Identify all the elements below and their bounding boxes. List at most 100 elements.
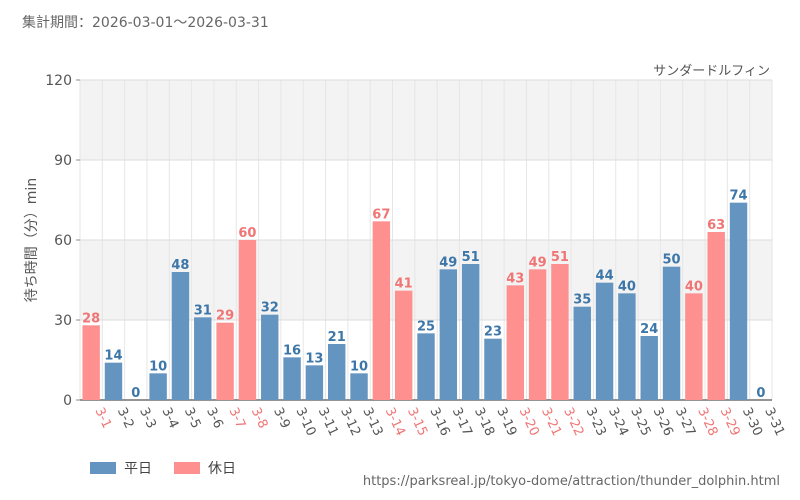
bar	[439, 269, 458, 400]
bar	[618, 293, 636, 400]
value-label: 50	[663, 253, 681, 268]
x-tick-label: 3-6	[203, 405, 226, 431]
x-tick-label: 3-4	[159, 405, 182, 431]
bar	[104, 362, 123, 400]
bar	[729, 202, 748, 400]
x-tick-label: 3-3	[136, 405, 159, 431]
legend-item-weekday: 平日	[90, 458, 152, 478]
bar	[461, 264, 480, 400]
bar	[238, 240, 257, 400]
x-tick-label: 3-20	[516, 405, 542, 438]
bar	[595, 282, 614, 400]
value-label: 25	[417, 319, 435, 334]
x-tick-label: 3-8	[248, 405, 271, 431]
value-label: 63	[707, 218, 725, 233]
bar	[484, 338, 502, 400]
y-tick-label: 0	[63, 393, 72, 409]
x-tick-label: 3-21	[538, 405, 564, 438]
value-label: 40	[685, 279, 703, 294]
legend-label-weekday: 平日	[124, 461, 152, 477]
value-label: 14	[104, 349, 122, 364]
x-tick-label: 3-14	[382, 405, 408, 438]
value-label: 0	[756, 386, 765, 401]
bar	[82, 325, 100, 400]
bar	[283, 357, 301, 400]
value-label: 29	[216, 309, 234, 324]
value-label: 51	[551, 250, 569, 265]
bar	[328, 344, 346, 400]
x-tick-label: 3-26	[650, 405, 676, 438]
x-tick-label: 3-12	[337, 405, 363, 438]
bar	[216, 322, 234, 400]
value-label: 31	[194, 303, 212, 318]
value-label: 16	[283, 343, 301, 358]
x-tick-label: 3-13	[359, 405, 385, 438]
x-tick-label: 3-19	[493, 405, 519, 438]
y-axis-label: 待ち時間（分）min	[24, 178, 40, 302]
x-tick-label: 3-2	[114, 405, 137, 431]
bar	[551, 264, 569, 400]
x-tick-label: 3-16	[426, 405, 452, 438]
value-label: 49	[439, 255, 457, 270]
bar	[707, 232, 725, 400]
x-tick-label: 3-24	[605, 405, 631, 438]
value-label: 41	[395, 277, 413, 292]
period-label: 集計期間：2026-03-01～2026-03-31	[22, 15, 269, 31]
bar	[685, 293, 703, 400]
value-label: 10	[149, 359, 167, 374]
bar	[261, 314, 279, 400]
bar	[640, 336, 658, 400]
value-label: 23	[484, 325, 502, 340]
y-tick-label: 30	[54, 313, 72, 329]
attraction-name: サンダードルフィン	[653, 64, 770, 79]
value-label: 24	[640, 322, 658, 337]
legend-label-holiday: 休日	[208, 461, 236, 477]
value-label: 32	[261, 301, 279, 316]
value-label: 28	[82, 311, 100, 326]
value-label: 35	[573, 293, 591, 308]
x-tick-label: 3-22	[560, 405, 586, 438]
x-tick-label: 3-11	[315, 405, 341, 438]
value-label: 21	[328, 330, 346, 345]
source-url: https://parksreal.jp/tokyo-dome/attracti…	[362, 474, 780, 489]
bar	[372, 221, 391, 400]
value-label: 44	[596, 269, 614, 284]
value-label: 13	[305, 351, 323, 366]
value-label: 67	[372, 207, 390, 222]
value-label: 48	[171, 258, 189, 273]
y-axis-ticks: 0 30 60 90 120	[45, 73, 80, 409]
x-tick-label: 3-30	[739, 405, 765, 438]
bar	[171, 272, 190, 400]
bar	[573, 306, 591, 400]
x-tick-label: 3-17	[449, 405, 475, 438]
plot-band	[80, 240, 772, 320]
legend-swatch-holiday	[174, 462, 200, 474]
x-tick-label: 3-28	[694, 405, 720, 438]
value-label: 60	[238, 226, 256, 241]
x-tick-label: 3-1	[92, 405, 115, 431]
value-label: 51	[462, 250, 480, 265]
value-label: 43	[506, 271, 524, 286]
bar	[506, 285, 524, 400]
value-label: 0	[131, 386, 140, 401]
y-tick-label: 60	[54, 233, 72, 249]
bar	[305, 365, 324, 400]
value-label: 74	[729, 189, 747, 204]
bar	[149, 373, 167, 400]
x-tick-label: 3-18	[471, 405, 497, 438]
x-tick-label: 3-9	[270, 405, 293, 431]
grid-lines	[79, 79, 773, 401]
x-tick-label: 3-10	[292, 405, 318, 438]
y-tick-label: 120	[45, 73, 72, 89]
value-label: 10	[350, 359, 368, 374]
x-tick-label: 3-25	[627, 405, 653, 438]
x-tick-label: 3-7	[225, 405, 248, 431]
legend: 平日 休日	[90, 458, 258, 478]
y-tick-label: 90	[54, 153, 72, 169]
bar	[417, 333, 435, 400]
bar	[662, 266, 681, 400]
x-tick-label: 3-15	[404, 405, 430, 438]
x-tick-label: 3-31	[761, 405, 787, 438]
x-tick-label: 3-29	[717, 405, 743, 438]
